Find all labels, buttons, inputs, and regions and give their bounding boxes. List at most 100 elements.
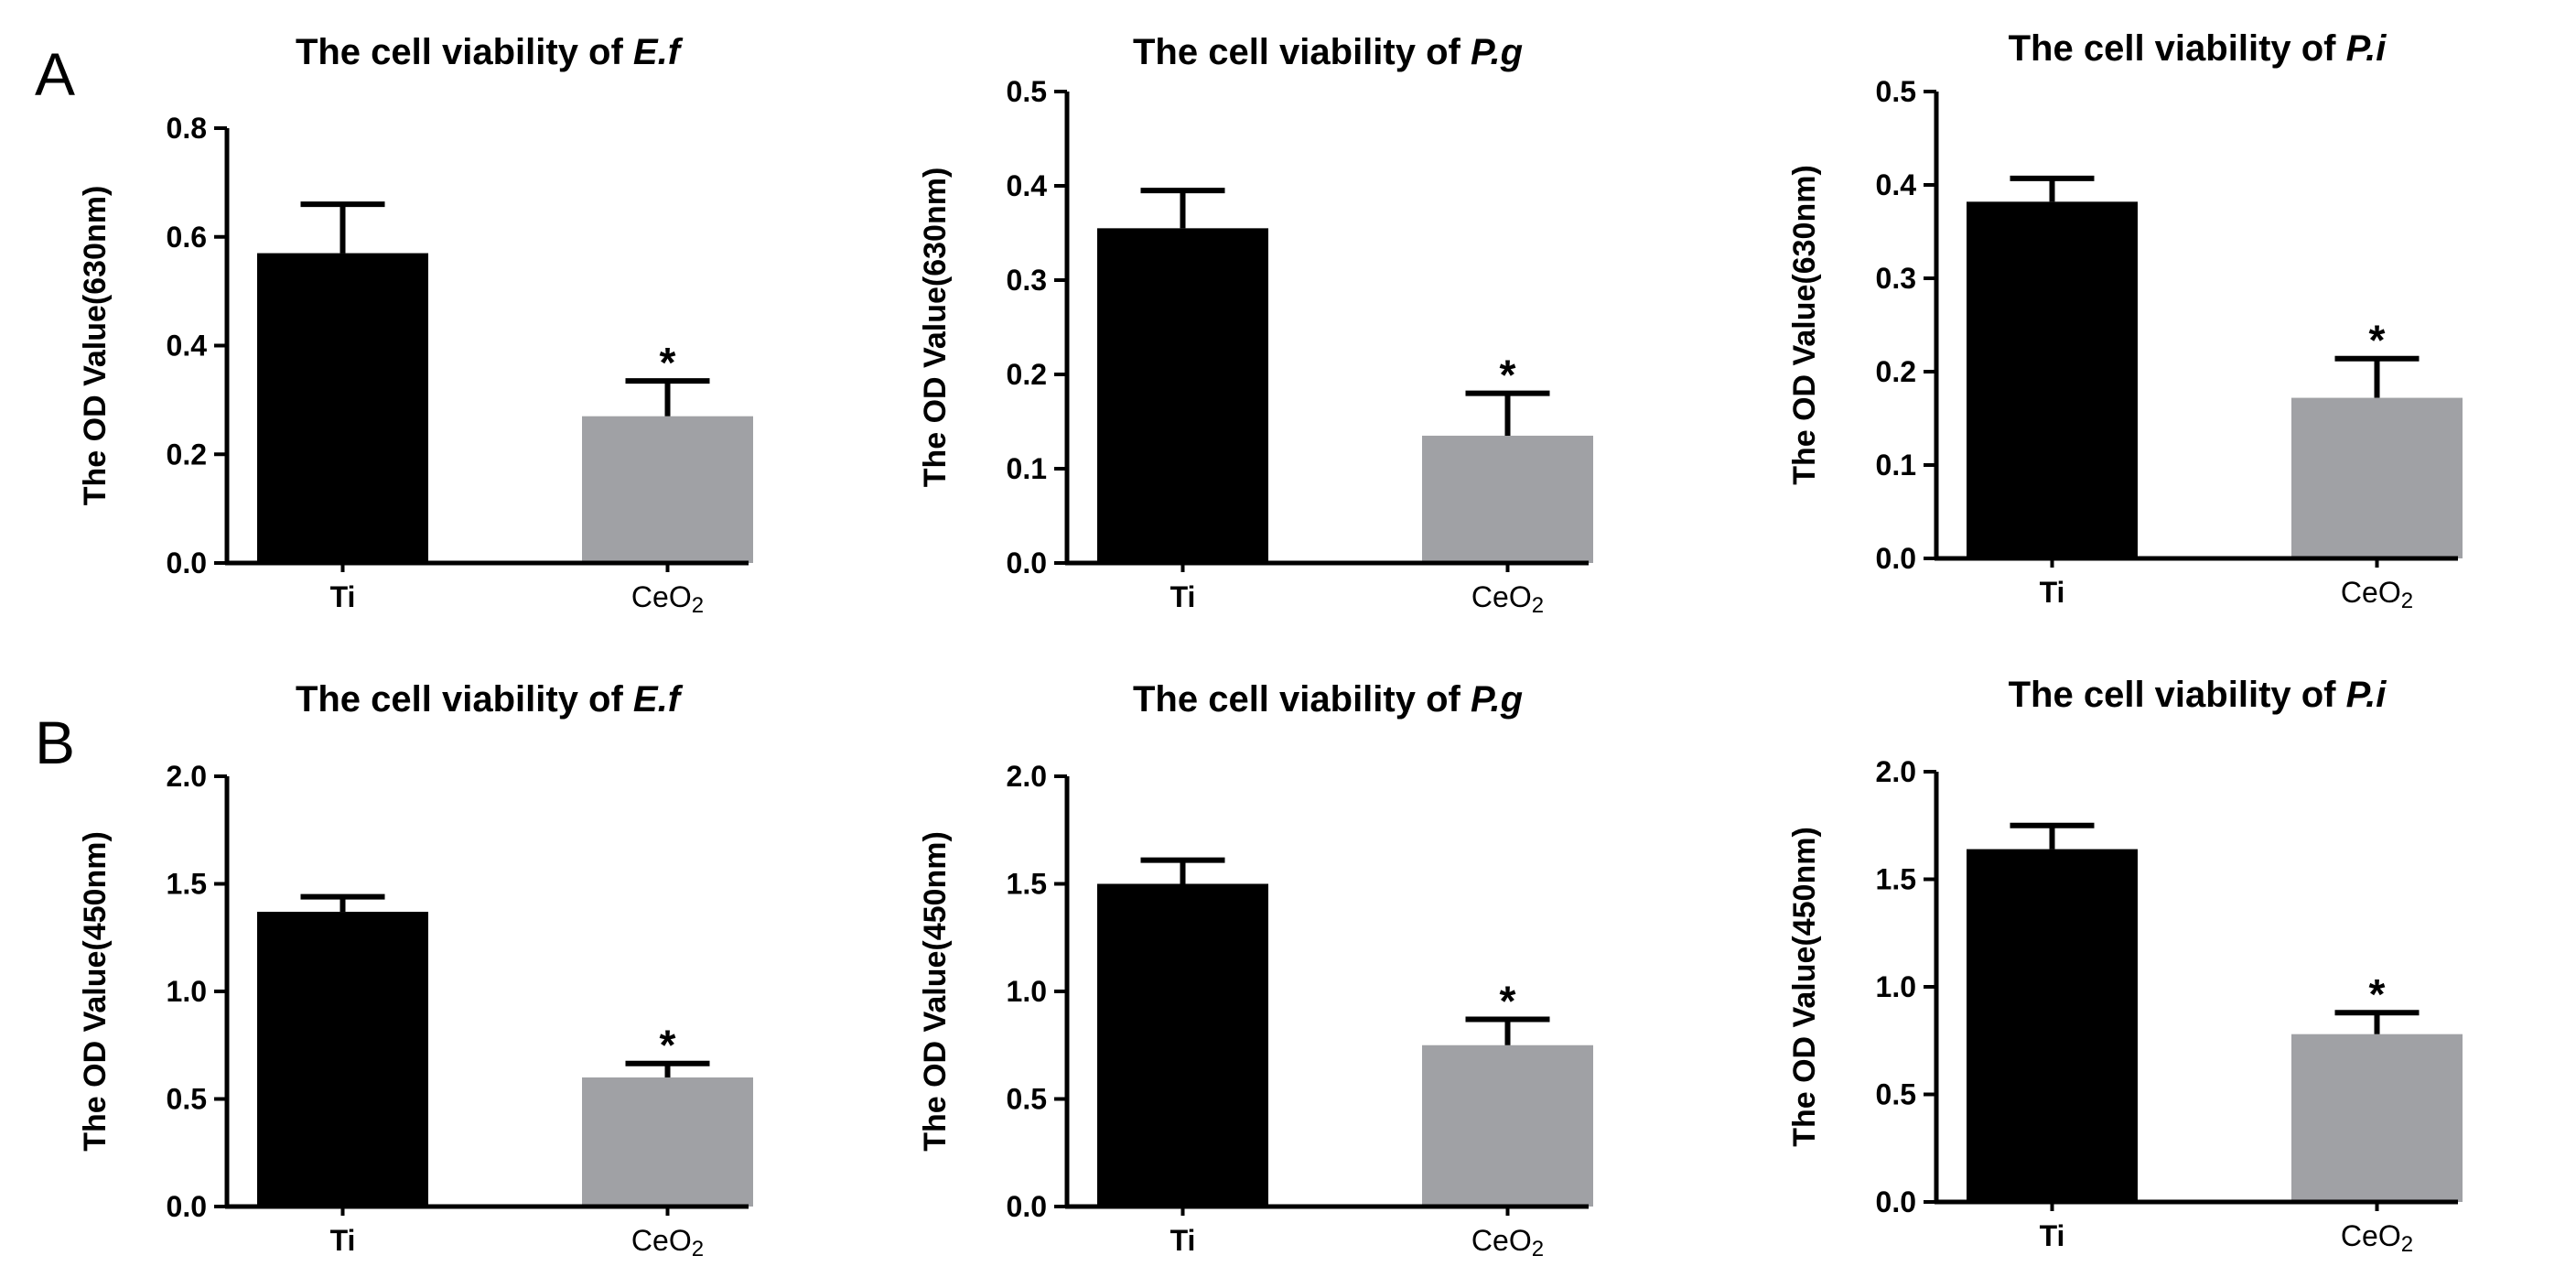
chart-3-y-tick-label-3: 0.3 xyxy=(1876,262,1916,295)
chart-3-y-tick-label-1: 0.1 xyxy=(1876,449,1916,482)
chart-4-y-tick-label-1: 0.5 xyxy=(167,1083,207,1116)
chart-5-y-tick-label-3: 1.5 xyxy=(1007,868,1047,901)
chart-2-y-axis-label: The OD Value(630nm) xyxy=(918,168,953,488)
chart-3-title-text: The cell viability of xyxy=(2009,28,2346,69)
chart-2-y-tick-label-4: 0.4 xyxy=(1007,169,1048,202)
chart-2-y-tick-label-1: 0.1 xyxy=(1007,452,1047,485)
chart-1-bar-ceo2 xyxy=(582,416,753,563)
chart-4-y-tick-label-4: 2.0 xyxy=(167,760,207,793)
chart-6-x-tick-sub-1: 2 xyxy=(2401,1232,2413,1257)
chart-3-significance-marker: * xyxy=(2369,317,2386,364)
chart-2-x-tick-main-0: Ti xyxy=(1170,580,1196,613)
chart-5-y-tick-label-0: 0.0 xyxy=(1007,1190,1047,1223)
chart-1-x-tick-label-0: Ti xyxy=(330,580,356,613)
chart-1-x-tick-main-1: CeO xyxy=(631,580,692,613)
chart-4-x-tick-sub-1: 2 xyxy=(692,1237,704,1261)
chart-6-x-tick-main-1: CeO xyxy=(2341,1219,2401,1252)
chart-1-significance-marker: * xyxy=(660,339,676,386)
chart-4-y-tick-label-2: 1.0 xyxy=(167,975,207,1008)
chart-5-y-tick-label-2: 1.0 xyxy=(1007,975,1047,1008)
chart-5-bar-ceo2 xyxy=(1422,1044,1593,1207)
chart-2-y-tick-label-0: 0.0 xyxy=(1007,547,1047,579)
chart-3-y-tick-label-5: 0.5 xyxy=(1876,75,1916,108)
chart-2-significance-marker: * xyxy=(1500,352,1516,399)
chart-4-x-tick-label-1: CeO2 xyxy=(631,1224,704,1261)
chart-2-title-organism: P.g xyxy=(1471,32,1523,72)
chart-5-title: The cell viability of P.g xyxy=(1133,679,1523,720)
chart-6-title: The cell viability of P.i xyxy=(2009,675,2387,715)
chart-2-x-tick-sub-1: 2 xyxy=(1532,593,1544,618)
chart-1-y-tick-label-0: 0.0 xyxy=(167,547,207,579)
chart-3-title: The cell viability of P.i xyxy=(2009,28,2387,69)
chart-5-y-axis-label: The OD Value(450nm) xyxy=(918,831,953,1152)
chart-6-x-tick-label-0: Ti xyxy=(2040,1219,2065,1252)
chart-3-y-tick-label-0: 0.0 xyxy=(1876,542,1916,575)
chart-1-x-tick-label-1: CeO2 xyxy=(631,580,704,618)
chart-3-x-tick-main-0: Ti xyxy=(2040,576,2065,609)
chart-6-y-tick-label-3: 1.5 xyxy=(1876,863,1916,896)
chart-6-y-tick-label-0: 0.0 xyxy=(1876,1185,1916,1218)
chart-1-y-tick-label-3: 0.6 xyxy=(167,221,207,254)
chart-5-x-tick-main-0: Ti xyxy=(1170,1224,1196,1257)
chart-1-x-tick-sub-1: 2 xyxy=(692,593,704,618)
chart-2-bar-ti xyxy=(1097,228,1268,563)
chart-3-title-organism: P.i xyxy=(2346,28,2387,69)
chart-6-x-tick-main-0: Ti xyxy=(2040,1219,2065,1252)
chart-6-bar-ti xyxy=(1967,849,2138,1202)
chart-2-x-tick-label-0: Ti xyxy=(1170,580,1196,613)
chart-3-x-tick-label-0: Ti xyxy=(2040,576,2065,609)
chart-2-title-text: The cell viability of xyxy=(1133,32,1471,72)
chart-5-y-tick-label-4: 2.0 xyxy=(1007,760,1047,793)
chart-3-y-axis-label: The OD Value(630nm) xyxy=(1787,165,1822,485)
chart-2-x-tick-label-1: CeO2 xyxy=(1471,580,1544,618)
chart-1-title-organism: E.f xyxy=(633,32,684,72)
panel-letter-a: A xyxy=(35,40,76,108)
chart-4-bar-ti xyxy=(257,912,428,1207)
chart-3-x-tick-label-1: CeO2 xyxy=(2341,576,2413,613)
chart-3-y-tick-label-4: 0.4 xyxy=(1876,168,1917,201)
chart-6-significance-marker: * xyxy=(2369,970,2386,1018)
chart-2-x-tick-main-1: CeO xyxy=(1471,580,1532,613)
chart-6-y-tick-label-1: 0.5 xyxy=(1876,1078,1916,1111)
chart-1-bar-ti xyxy=(257,253,428,563)
panel-letter-b: B xyxy=(35,709,76,776)
chart-4-x-tick-main-1: CeO xyxy=(631,1224,692,1257)
chart-5-y-tick-label-1: 0.5 xyxy=(1007,1083,1047,1116)
chart-3-bar-ti xyxy=(1967,201,2138,559)
chart-4-x-tick-label-0: Ti xyxy=(330,1224,356,1257)
chart-5-significance-marker: * xyxy=(1500,978,1516,1025)
chart-2-y-tick-label-2: 0.2 xyxy=(1007,358,1047,391)
chart-6-y-tick-label-4: 2.0 xyxy=(1876,755,1916,788)
chart-2-bar-ceo2 xyxy=(1422,435,1593,563)
chart-1-y-tick-label-4: 0.8 xyxy=(167,112,207,145)
chart-1-y-axis-label: The OD Value(630nm) xyxy=(78,186,113,506)
chart-5-x-tick-label-0: Ti xyxy=(1170,1224,1196,1257)
chart-5-bar-ti xyxy=(1097,883,1268,1207)
chart-3-x-tick-main-1: CeO xyxy=(2341,576,2401,609)
chart-5-title-text: The cell viability of xyxy=(1133,679,1471,720)
chart-1-x-tick-main-0: Ti xyxy=(330,580,356,613)
chart-4-y-tick-label-0: 0.0 xyxy=(167,1190,207,1223)
chart-3-bar-ceo2 xyxy=(2291,397,2463,558)
chart-1-y-tick-label-2: 0.4 xyxy=(167,330,208,363)
chart-3-y-tick-label-2: 0.2 xyxy=(1876,355,1916,388)
chart-5-x-tick-main-1: CeO xyxy=(1471,1224,1532,1257)
chart-5-title-organism: P.g xyxy=(1471,679,1523,720)
chart-6-title-text: The cell viability of xyxy=(2009,675,2346,715)
chart-4-title-organism: E.f xyxy=(633,679,684,720)
chart-4-y-tick-label-3: 1.5 xyxy=(167,868,207,901)
chart-4-bar-ceo2 xyxy=(582,1077,753,1207)
chart-4-y-axis-label: The OD Value(450nm) xyxy=(78,831,113,1152)
chart-4-x-tick-main-0: Ti xyxy=(330,1224,356,1257)
chart-6-title-organism: P.i xyxy=(2346,675,2387,715)
chart-5-x-tick-sub-1: 2 xyxy=(1532,1237,1544,1261)
chart-1-title-text: The cell viability of xyxy=(296,32,633,72)
chart-2-y-tick-label-3: 0.3 xyxy=(1007,264,1047,297)
chart-6-bar-ceo2 xyxy=(2291,1034,2463,1202)
chart-4-title: The cell viability of E.f xyxy=(296,679,684,720)
chart-2-title: The cell viability of P.g xyxy=(1133,32,1523,72)
chart-5-x-tick-label-1: CeO2 xyxy=(1471,1224,1544,1261)
chart-1-y-tick-label-1: 0.2 xyxy=(167,438,207,471)
